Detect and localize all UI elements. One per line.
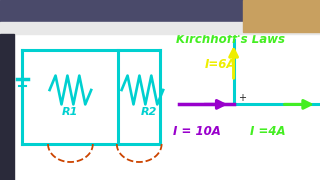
- Text: R1: R1: [62, 107, 79, 117]
- Bar: [0, 22, 320, 34]
- Bar: [243, 0, 320, 32]
- Bar: [0, 34, 14, 180]
- Text: +: +: [238, 93, 246, 103]
- Bar: [0, 0, 320, 22]
- Text: I=6A: I=6A: [205, 58, 236, 71]
- Text: Kirchhoff's Laws: Kirchhoff's Laws: [176, 33, 285, 46]
- Text: I = 10A: I = 10A: [173, 125, 221, 138]
- Text: R2: R2: [140, 107, 157, 117]
- Text: I =4A: I =4A: [250, 125, 285, 138]
